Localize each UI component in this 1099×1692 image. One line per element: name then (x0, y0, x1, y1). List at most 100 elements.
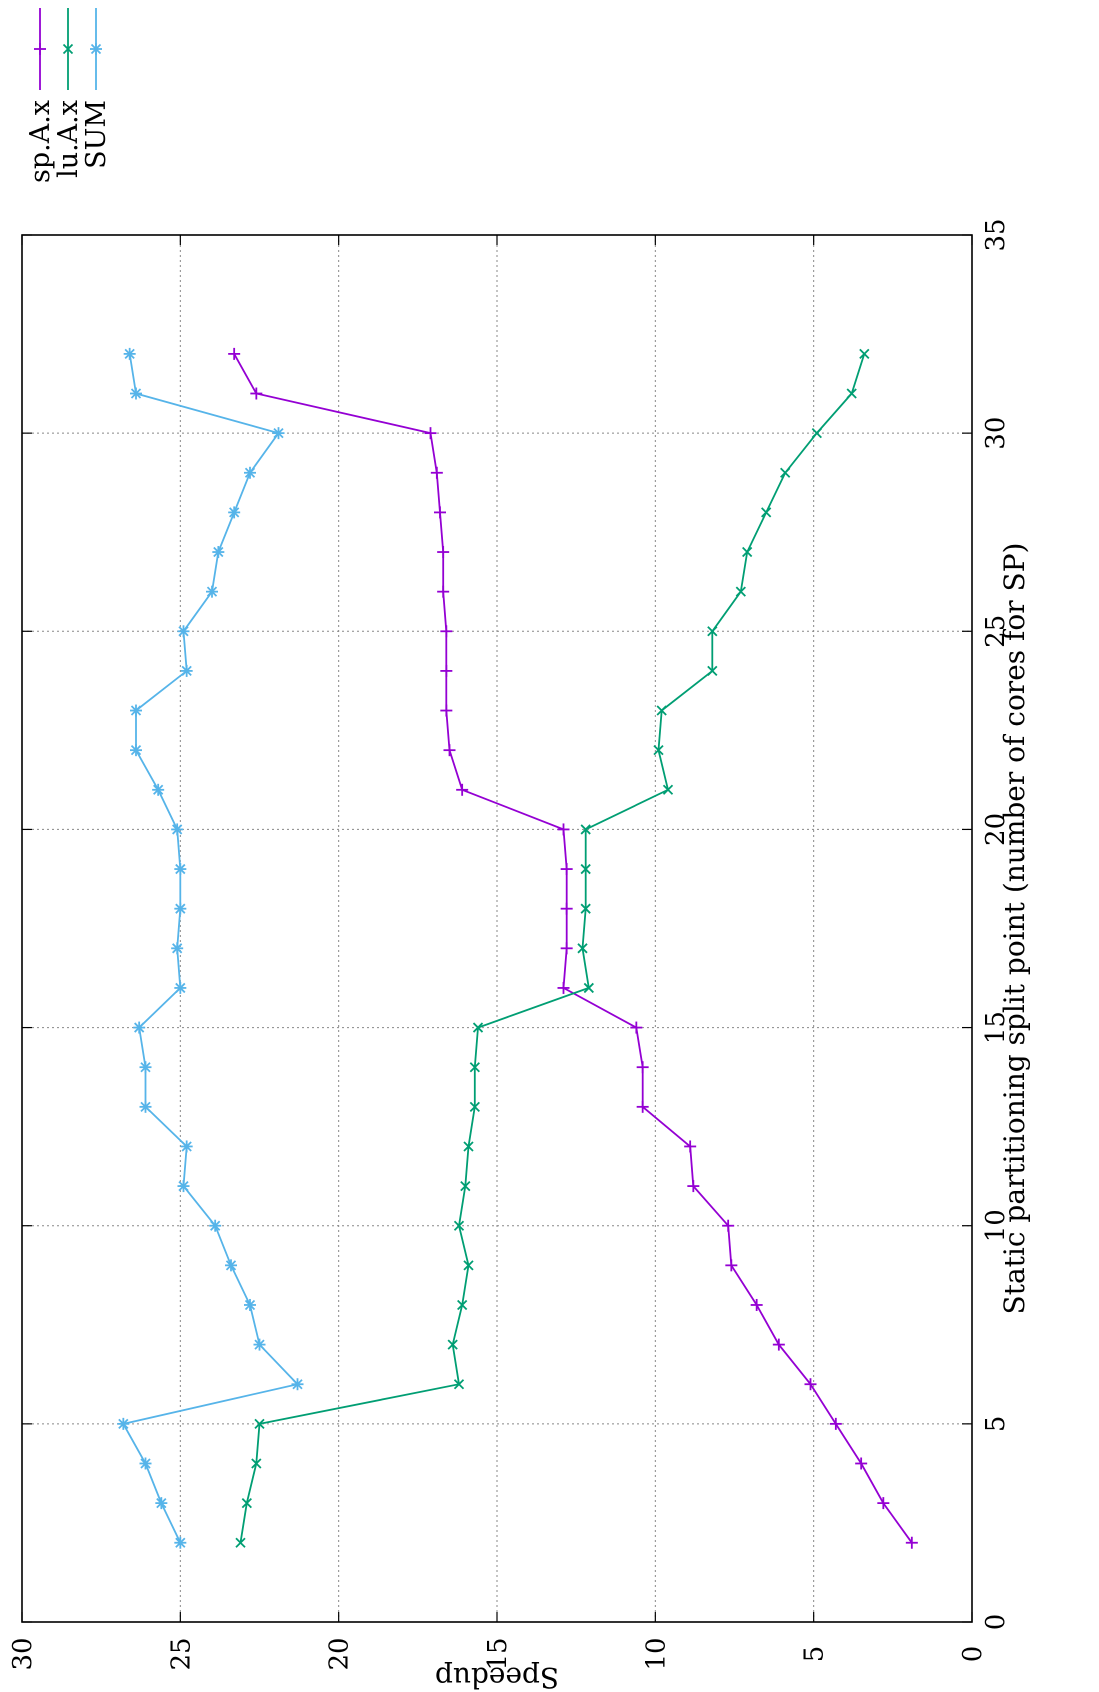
data-point-sum (244, 466, 256, 479)
data-point-lu-a-x (859, 348, 870, 360)
data-point-lu-a-x (707, 626, 718, 637)
data-point-sp-a-x (430, 466, 443, 479)
data-point-lu-a-x (469, 1101, 480, 1112)
data-point-sp-a-x (905, 1536, 918, 1549)
data-point-lu-a-x (707, 665, 718, 677)
y-axis-label: Speedup (435, 1661, 559, 1692)
data-point-sum (180, 664, 193, 677)
data-point-sum (291, 1378, 304, 1391)
y-tick-label: 5 (800, 1646, 830, 1663)
data-point-sp-a-x (636, 1100, 649, 1113)
series-line-sum (121, 353, 300, 1544)
data-point-sp-a-x (557, 981, 570, 994)
data-point-sp-a-x (855, 1457, 868, 1470)
x-tick-label: 10 (981, 1209, 1011, 1242)
data-point-lu-a-x (580, 903, 591, 914)
x-axis-label: Static partitioning split point (number … (998, 543, 1031, 1315)
data-point-sum (180, 1140, 193, 1153)
axis-ticks: 0 5 10 15 20 25 30 35 0 5 10 15 20 25 30 (8, 218, 1011, 1670)
y-tick-label: 30 (8, 1637, 38, 1670)
data-point-lu-a-x (811, 428, 822, 439)
data-point-lu-a-x (472, 1022, 484, 1033)
data-point-sum (130, 744, 142, 757)
data-point-sum (123, 347, 136, 360)
data-point-sum (130, 387, 142, 400)
data-point-sum (206, 585, 218, 598)
data-point-lu-a-x (580, 824, 591, 835)
data-point-lu-a-x (583, 982, 594, 994)
x-tick-label: 30 (981, 417, 1011, 450)
data-point-lu-a-x (735, 586, 746, 597)
data-point-sum (152, 783, 165, 796)
data-point-sp-a-x (250, 387, 263, 400)
data-point-sum (253, 1338, 266, 1351)
data-point-sp-a-x (772, 1338, 785, 1351)
data-point-sum (212, 546, 225, 559)
data-point-sum (272, 427, 285, 440)
data-point-lu-a-x (469, 1062, 480, 1073)
x-tick-label: 20 (981, 813, 1011, 846)
data-point-sp-a-x (456, 783, 469, 796)
legend-item-sp-a-x: sp.A.x (25, 8, 56, 183)
data-point-sum (174, 863, 187, 876)
data-point-sum (177, 625, 190, 638)
data-point-sum (139, 1457, 152, 1470)
data-point-sum (117, 1417, 130, 1430)
data-point-sp-a-x (636, 1061, 649, 1074)
data-point-sum (225, 1259, 237, 1272)
series-sum (117, 347, 304, 1549)
data-point-sp-a-x (560, 863, 573, 876)
data-point-lu-a-x (761, 507, 772, 518)
data-point-lu-a-x (235, 1537, 246, 1548)
data-point-sp-a-x (687, 1180, 700, 1193)
data-point-sp-a-x (804, 1378, 817, 1391)
data-point-sp-a-x (560, 902, 573, 915)
data-point-sum (244, 1298, 256, 1311)
data-point-lu-a-x (463, 1260, 474, 1271)
series-line-lu-a-x (239, 353, 866, 1543)
data-point-sp-a-x (437, 585, 450, 598)
y-tick-label: 0 (958, 1646, 988, 1663)
data-point-sum (177, 1180, 190, 1193)
x-tick-label: 0 (981, 1614, 1011, 1631)
data-point-lu-a-x (453, 1379, 465, 1390)
x-tick-label: 15 (981, 1011, 1011, 1044)
data-point-lu-a-x (780, 467, 791, 478)
data-point-sum (209, 1219, 222, 1232)
data-point-sp-a-x (725, 1259, 738, 1272)
data-point-lu-a-x (846, 388, 857, 399)
data-point-sp-a-x (560, 942, 573, 955)
y-tick-label: 20 (325, 1637, 355, 1670)
legend-label: sp.A.x (25, 100, 56, 183)
legend-label: lu.A.x (53, 100, 84, 178)
data-point-lu-a-x (577, 943, 588, 954)
legend-marker (34, 43, 46, 55)
data-point-sum (130, 704, 142, 717)
data-point-sum (155, 1497, 168, 1510)
y-tick-label: 15 (483, 1637, 513, 1670)
data-point-sum (139, 1100, 152, 1113)
data-point-lu-a-x (241, 1497, 252, 1509)
data-point-lu-a-x (460, 1180, 471, 1192)
legend-label: SUM (81, 100, 112, 169)
data-point-sum (174, 1536, 187, 1549)
data-point-sp-a-x (630, 1021, 643, 1034)
data-point-lu-a-x (254, 1418, 265, 1429)
data-point-sum (228, 506, 241, 519)
data-point-sp-a-x (877, 1497, 890, 1510)
data-point-lu-a-x (251, 1458, 262, 1469)
data-point-lu-a-x (453, 1220, 465, 1231)
legend-marker (62, 43, 74, 55)
data-point-sp-a-x (440, 625, 453, 638)
data-point-sum (171, 942, 184, 955)
data-point-sp-a-x (440, 664, 453, 677)
series-layer (117, 347, 918, 1549)
data-point-sp-a-x (722, 1219, 735, 1232)
data-point-sum (139, 1061, 152, 1074)
data-point-sp-a-x (228, 347, 241, 360)
y-tick-label: 25 (166, 1637, 196, 1670)
data-point-sum (133, 1021, 146, 1034)
data-point-sp-a-x (750, 1298, 763, 1311)
